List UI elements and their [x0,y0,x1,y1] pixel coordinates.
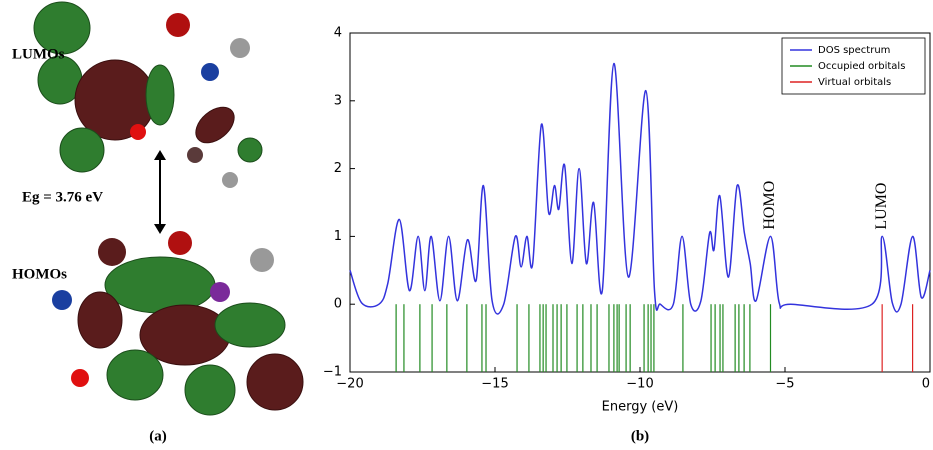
y-tick-label: −1 [323,365,342,380]
legend-label: Occupied orbitals [818,61,905,72]
x-tick-label: 0 [922,377,930,392]
peak-annotation: HOMO [761,181,778,230]
arrow-heads [154,150,166,234]
y-tick-label: 3 [334,93,342,108]
x-tick-label: −20 [336,377,363,392]
gap-label: Eg = 3.76 eV [22,189,103,205]
panel-b-label: (b) [631,428,649,444]
molecule-lumo [33,1,263,188]
y-tick-label: 4 [334,26,342,41]
legend-label: DOS spectrum [818,45,890,56]
molecule-homo [52,231,304,416]
y-tick-label: 2 [334,161,342,176]
homo-label: HOMOs [12,266,67,282]
legend: DOS spectrum Occupied orbitals Virtual orb… [781,37,926,95]
peak-annotation: LUMO [873,183,890,230]
y-tick-label: 1 [334,229,342,244]
x-tick-label: −10 [626,377,653,392]
dos-line [349,62,931,315]
panel-a-label: (a) [149,428,167,444]
lumo-label: LUMOs [12,46,65,62]
legend-label: Virtual orbitals [818,77,891,88]
x-tick-label: −15 [481,377,508,392]
x-axis-label: Energy (eV) [602,400,679,415]
y-tick-label: 0 [334,297,342,312]
x-tick-label: −5 [775,377,794,392]
